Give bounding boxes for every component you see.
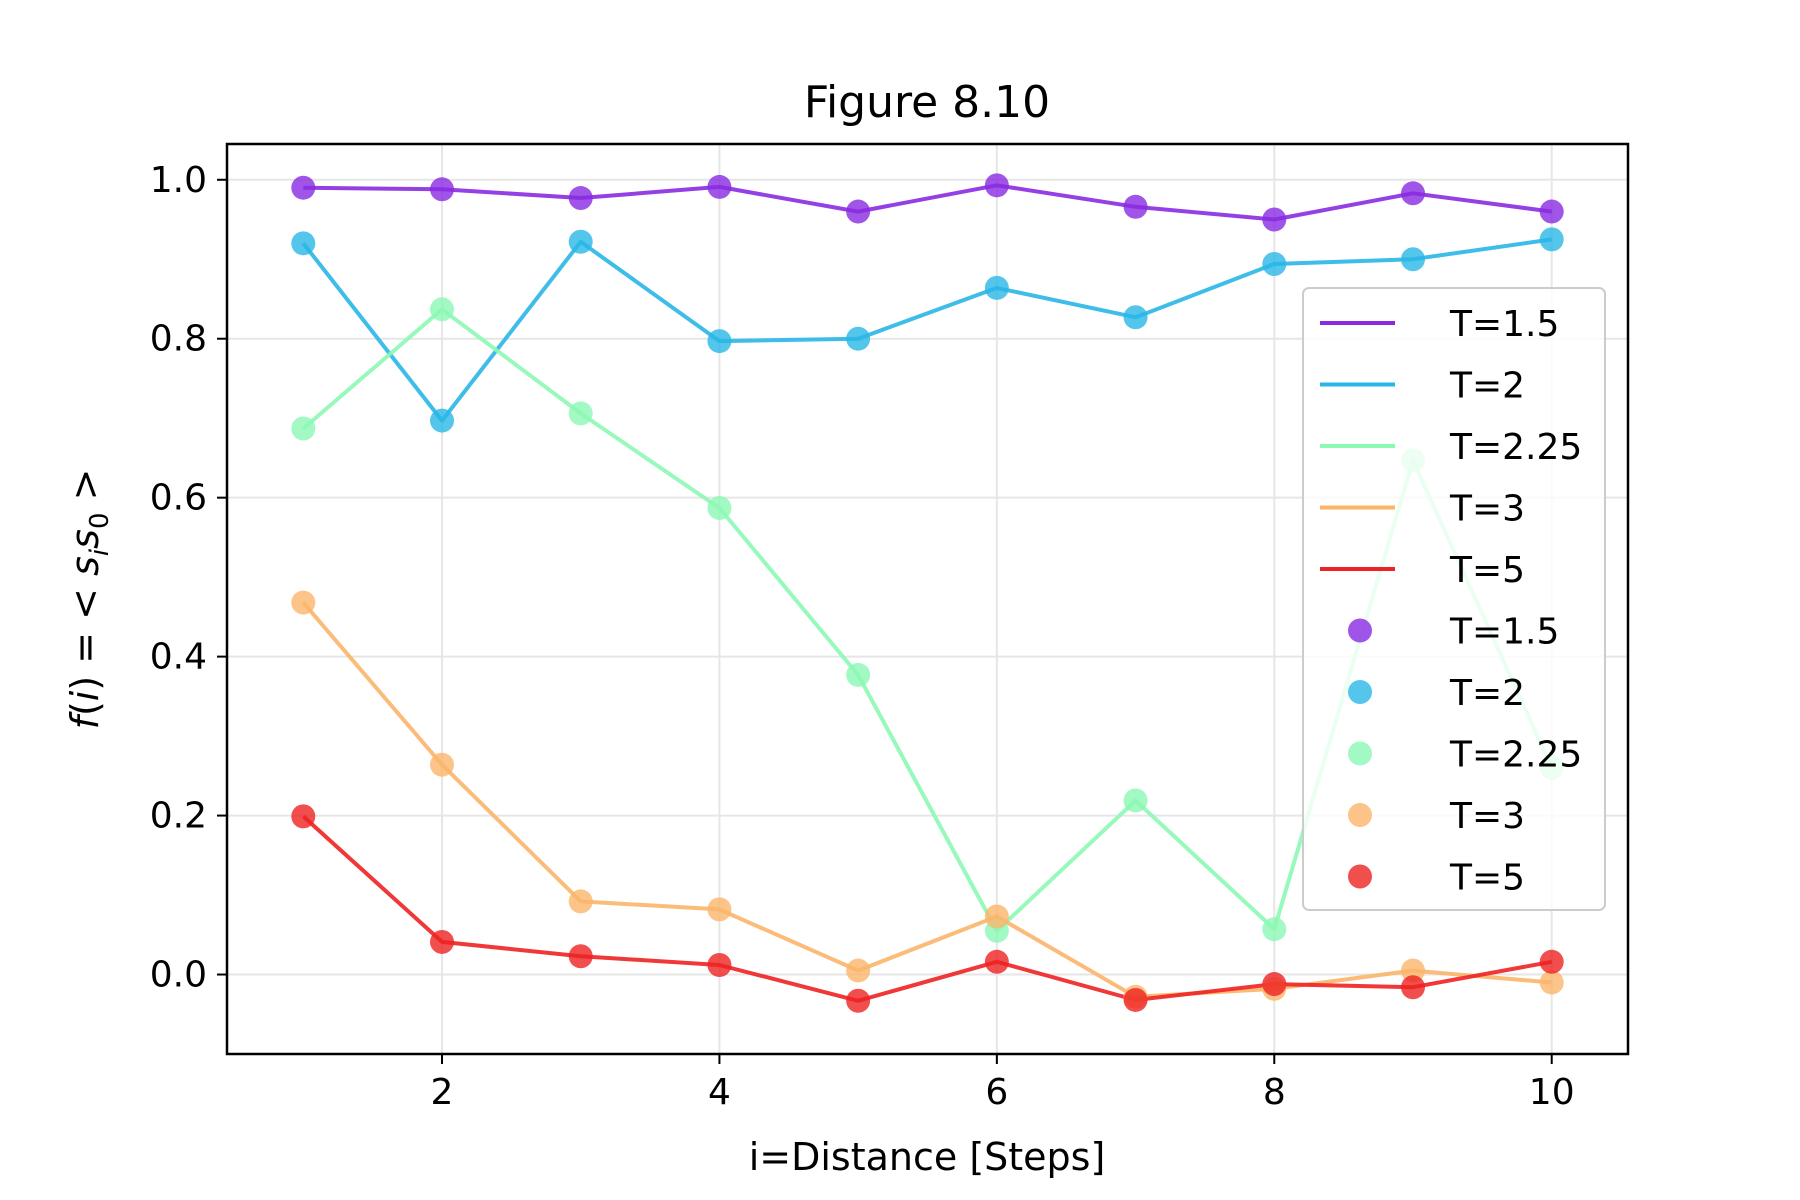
legend-label: T=2.25: [1449, 427, 1582, 468]
series-point-4: [707, 952, 732, 977]
series-point-2: [1262, 917, 1287, 942]
series-point-4: [1539, 949, 1564, 974]
series-point-1: [1262, 252, 1287, 277]
x-tick-label: 8: [1263, 1072, 1286, 1113]
series-point-0: [846, 199, 871, 224]
legend-box: [1302, 287, 1606, 911]
legend-label: T=1.5: [1449, 304, 1559, 345]
series-point-4: [430, 929, 455, 954]
y-label-s2: s: [63, 529, 107, 549]
legend-label: T=5: [1449, 550, 1525, 591]
ticks: 2 4 6 8 10 0.0 0.2 0.4 0.6 0.8 1.0: [150, 160, 1575, 1113]
x-tick-label: 6: [985, 1072, 1008, 1113]
y-label-s1: s: [63, 556, 107, 576]
series-point-4: [291, 804, 316, 829]
series-point-1: [568, 229, 593, 254]
series-point-3: [291, 590, 316, 615]
series-point-3: [568, 889, 593, 914]
series-point-0: [1123, 194, 1148, 219]
series-point-4: [1123, 987, 1148, 1012]
series-point-0: [1400, 181, 1425, 206]
series-point-2: [291, 416, 316, 441]
series-point-0: [707, 174, 732, 199]
legend-label: T=2.25: [1449, 735, 1582, 776]
legend-label: T=5: [1449, 858, 1525, 899]
series-point-1: [707, 329, 732, 354]
y-label-sub2: 0: [85, 512, 115, 529]
plot-frame: [225, 142, 1630, 1056]
series-point-0: [568, 186, 593, 211]
y-label-eq: = <: [63, 576, 107, 676]
legend: T=1.5 T=2 T=2.25 T=3 T=5 T=1.5 T=2 T=2.25 T=3 T=5: [1302, 287, 1606, 911]
series-point-3: [846, 958, 871, 983]
x-tick-label: 10: [1529, 1072, 1575, 1113]
legend-marker-swatch: [1348, 618, 1372, 643]
legend-marker-swatch: [1348, 680, 1372, 704]
series-point-3: [707, 897, 732, 922]
y-tick-label: 0.2: [150, 796, 207, 837]
series-point-0: [430, 177, 455, 202]
y-label-sub1: i: [85, 548, 115, 556]
legend-label: T=1.5: [1449, 612, 1559, 653]
series-point-2: [430, 297, 455, 322]
series-point-3: [430, 752, 455, 777]
series-point-3: [984, 904, 1009, 929]
series-point-4: [1262, 972, 1287, 997]
series-point-1: [1123, 305, 1148, 330]
series-line-0: [303, 183, 1552, 222]
series-point-0: [1262, 207, 1287, 232]
legend-label: T=3: [1449, 796, 1525, 837]
series-point-4: [984, 949, 1009, 974]
chart-title: Figure 8.10: [804, 77, 1050, 128]
y-label-open: (: [63, 701, 107, 716]
legend-label: T=3: [1449, 489, 1525, 530]
y-label-close: ): [63, 676, 107, 691]
y-label-end: >: [63, 469, 107, 513]
series-line-3: [301, 601, 1552, 999]
series-line-1: [301, 237, 1552, 423]
legend-marker-swatch: [1348, 864, 1372, 889]
series-point-0: [1539, 199, 1564, 224]
series-point-3: [1400, 958, 1425, 983]
series-point-3: [1539, 970, 1564, 995]
y-tick-label: 0.8: [150, 319, 207, 360]
series-point-2: [568, 401, 593, 426]
series-point-2: [1123, 788, 1148, 813]
series-point-1: [430, 408, 455, 433]
y-tick-label: 0.0: [150, 955, 207, 996]
series-line-4: [301, 814, 1553, 1003]
series-point-0: [291, 175, 316, 200]
x-tick-label: 4: [708, 1072, 731, 1113]
series-point-4: [1400, 975, 1425, 1000]
y-label-i: i: [63, 690, 107, 701]
series-point-4: [846, 988, 871, 1013]
series-point-0: [984, 173, 1009, 198]
series-point-1: [291, 231, 316, 256]
x-axis-label: i=Distance [Steps]: [749, 1135, 1106, 1179]
series-point-4: [568, 944, 593, 969]
legend-label: T=2: [1449, 673, 1525, 714]
y-tick-label: 0.4: [150, 637, 207, 678]
y-tick-label: 1.0: [150, 160, 207, 201]
x-tick-label: 2: [431, 1072, 454, 1113]
legend-marker-swatch: [1348, 803, 1372, 827]
y-axis-label: f(i) = < sis0 >: [63, 469, 115, 730]
legend-label: T=2: [1449, 366, 1525, 407]
legend-marker-swatch: [1348, 741, 1372, 766]
series-point-1: [1539, 227, 1564, 252]
series-point-2: [846, 662, 871, 687]
series-point-1: [846, 326, 871, 351]
y-tick-label: 0.6: [150, 478, 207, 519]
series-point-2: [707, 496, 732, 520]
series-point-1: [1400, 247, 1425, 272]
series-point-1: [984, 275, 1009, 300]
